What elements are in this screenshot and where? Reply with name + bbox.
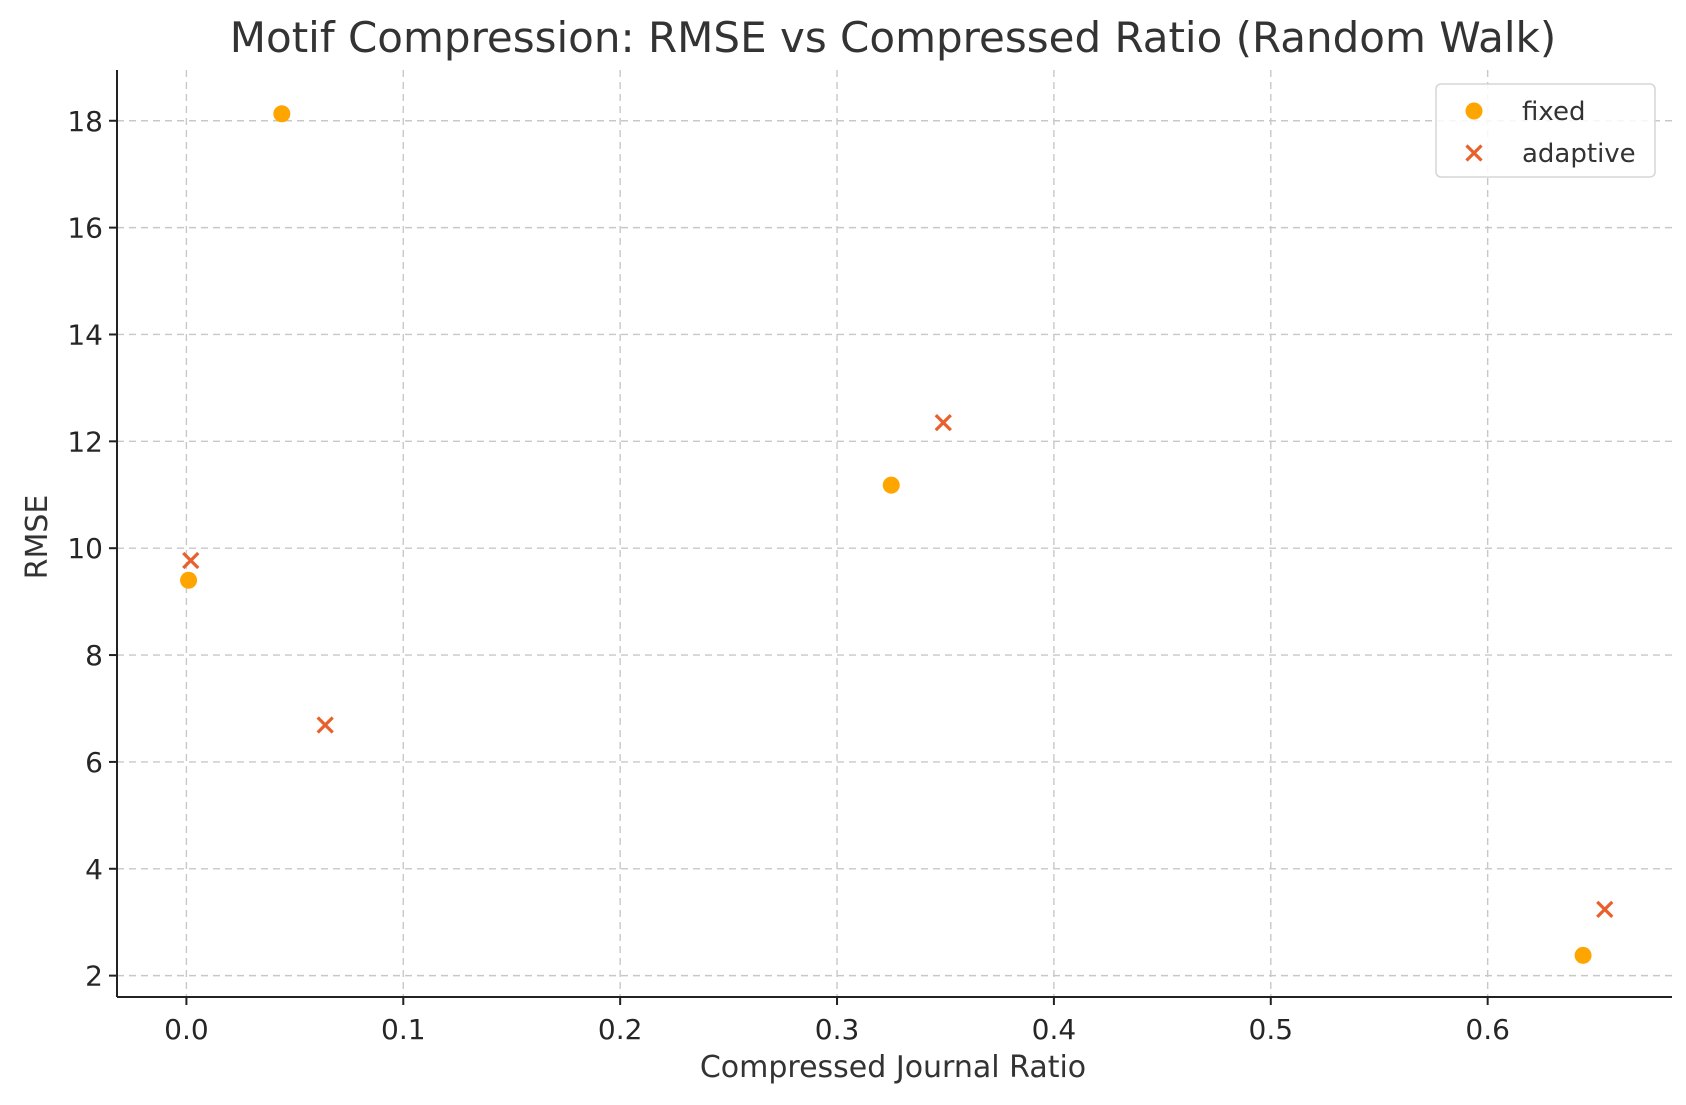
x-marker-stroke	[1596, 900, 1614, 919]
y-tick-label: 10	[67, 532, 103, 565]
x-tick-label: 0.4	[1032, 1013, 1077, 1046]
x-tick-label: 0.0	[164, 1013, 209, 1046]
legend-marker-fixed	[1465, 102, 1483, 120]
grid	[117, 70, 1672, 997]
y-tick-label: 18	[67, 105, 103, 138]
y-tick-label: 14	[67, 318, 103, 351]
x-tick-label: 0.1	[381, 1013, 426, 1046]
point-adaptive	[934, 414, 952, 432]
legend-box	[1435, 83, 1656, 178]
legend-label-adaptive: adaptive	[1522, 139, 1636, 169]
y-tick-label: 6	[85, 746, 103, 779]
y-tick-label: 8	[85, 639, 103, 672]
legend-label-fixed: fixed	[1522, 97, 1585, 127]
point-fixed	[273, 105, 291, 123]
x-axis-label: Compressed Journal Ratio	[700, 1050, 1086, 1085]
chart-title: Motif Compression: RMSE vs Compressed Ra…	[230, 13, 1556, 62]
y-tick-label: 16	[67, 212, 103, 245]
point-fixed	[180, 571, 198, 589]
data-points	[180, 105, 1614, 964]
x-tick-label: 0.3	[815, 1013, 860, 1046]
legend: fixed adaptive	[1435, 83, 1656, 178]
x-tick-label: 0.5	[1249, 1013, 1294, 1046]
point-fixed	[1574, 946, 1592, 964]
y-axis-label: RMSE	[20, 495, 55, 580]
point-adaptive	[316, 716, 334, 734]
y-tick-label: 4	[85, 853, 103, 886]
x-tick-label: 0.2	[598, 1013, 643, 1046]
point-adaptive	[182, 551, 200, 570]
x-tick-label: 0.6	[1465, 1013, 1510, 1046]
axes	[116, 70, 1672, 998]
point-fixed	[882, 476, 900, 494]
ticks: 0.0 0.1 0.2 0.3 0.4 0.5 0.6 2 4 6 8 10 12 14 16 18	[67, 105, 1510, 1046]
point-adaptive	[1596, 900, 1614, 919]
x-marker-stroke	[182, 551, 200, 570]
x-marker-stroke	[1465, 144, 1483, 162]
legend-marker-adaptive	[1465, 144, 1483, 162]
x-marker-stroke	[316, 716, 334, 734]
x-marker-stroke	[934, 414, 952, 432]
y-tick-label: 2	[85, 960, 103, 993]
y-tick-label: 12	[67, 425, 103, 458]
